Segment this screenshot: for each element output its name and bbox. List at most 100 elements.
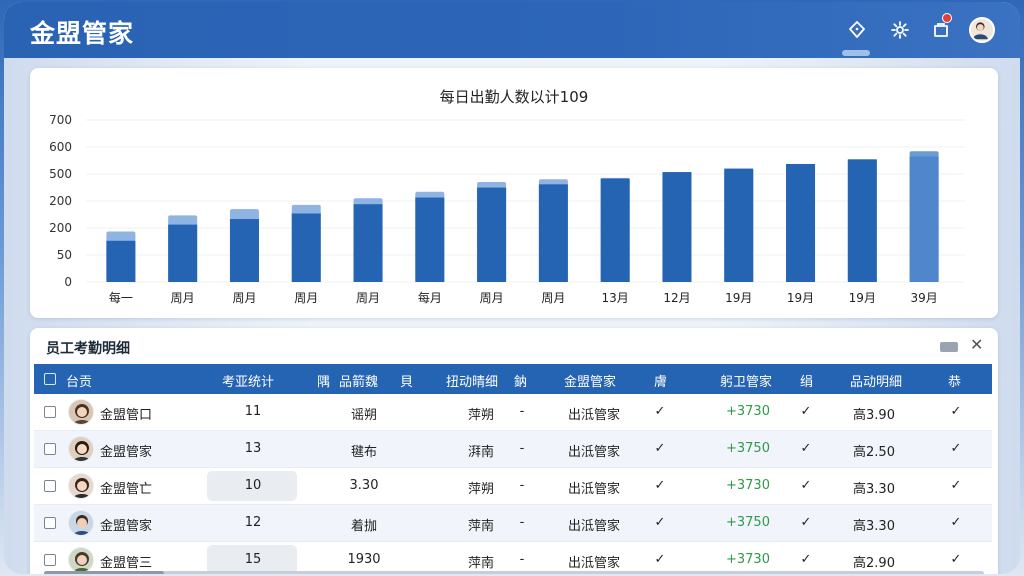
table-header: 台贡 考亚统计 隅 品箭魏 貝 扭动晴细 鈉 金盟管家 膚 躬卫管家 绢 品动明…	[34, 364, 992, 394]
notification-icon-glyph	[934, 23, 948, 37]
gear-icon[interactable]	[887, 17, 913, 43]
col-header[interactable]: 品动明細	[850, 375, 903, 390]
x-tick-label: 每月	[418, 290, 442, 305]
notification-icon[interactable]	[928, 17, 954, 43]
cell: 出泜管家	[567, 519, 620, 534]
x-tick-label: 19月	[787, 291, 814, 305]
y-tick-label: 50	[57, 248, 72, 262]
cell: 3.30	[349, 478, 379, 493]
bar[interactable]	[600, 178, 630, 282]
col-header[interactable]: 鈉	[514, 375, 528, 390]
close-icon[interactable]: ✕	[970, 335, 984, 354]
x-tick-label: 每一	[109, 290, 133, 305]
row-checkbox[interactable]	[44, 406, 56, 418]
bar[interactable]	[847, 159, 877, 282]
diamond-icon[interactable]	[844, 17, 870, 43]
col-header[interactable]: 貝	[400, 375, 414, 390]
bar[interactable]	[477, 187, 507, 282]
col-header[interactable]: 隅	[317, 375, 331, 390]
check-mark: ✓	[654, 478, 666, 493]
y-tick-label: 200	[49, 194, 72, 208]
row-checkbox[interactable]	[44, 554, 56, 566]
x-tick-label: 周月	[171, 291, 195, 305]
cell: 10	[244, 478, 262, 493]
bar[interactable]	[168, 224, 198, 282]
cell: 11	[244, 404, 262, 419]
employee-name: 金盟管家	[100, 445, 153, 460]
bar[interactable]	[106, 240, 136, 282]
col-header[interactable]: 品箭魏	[339, 375, 379, 390]
x-tick-label: 周月	[356, 291, 380, 305]
horizontal-scrollbar[interactable]	[44, 571, 984, 574]
cell: -	[519, 552, 525, 567]
col-header[interactable]: 膚	[654, 375, 668, 390]
cell: 高3.90	[853, 408, 895, 423]
bar[interactable]	[353, 204, 383, 282]
cell: 出泜管家	[567, 408, 620, 423]
diamond-icon-glyph	[849, 21, 865, 38]
y-tick-label: 0	[64, 275, 72, 289]
cell: 着拁	[350, 519, 377, 534]
bar[interactable]	[291, 213, 321, 282]
gear-icon-glyph	[891, 21, 909, 39]
col-header[interactable]: 躬卫管家	[720, 375, 773, 390]
check-mark: ✓	[654, 404, 666, 419]
table-row[interactable]: 金盟管家 12 着拁 萍南 - 出泜管家 ✓ +3750 ✓ 高3.30 ✓	[34, 505, 992, 542]
check-mark: ✓	[950, 404, 962, 419]
chart-title: 每日出勤人数以计109	[439, 88, 589, 106]
cell: +3730	[726, 404, 770, 419]
cell-highlight	[207, 471, 297, 501]
scrollbar-thumb[interactable]	[44, 571, 164, 574]
col-header[interactable]: 扭动晴细	[446, 375, 499, 390]
cell: 12	[244, 515, 262, 530]
avatar-glyph	[972, 22, 988, 40]
employee-avatar	[68, 473, 94, 499]
check-mark: ✓	[800, 552, 812, 567]
bar[interactable]	[909, 156, 939, 282]
bar[interactable]	[229, 219, 259, 282]
table-row[interactable]: 金盟管家 13 毽布 湃南 - 出泜管家 ✓ +3750 ✓ 高2.50 ✓	[34, 431, 992, 468]
cell: +3750	[726, 441, 770, 456]
keyboard-icon[interactable]	[940, 342, 958, 352]
table-row[interactable]: 金盟管三 15 1930 萍南 - 出泜管家 ✓ +3730 ✓ 高2.90 ✓	[34, 542, 992, 574]
employee-name: 金盟管口	[100, 408, 153, 423]
check-mark: ✓	[950, 515, 962, 530]
app-header: 金盟管家	[4, 2, 1020, 58]
cell: 湃南	[467, 445, 494, 460]
col-header[interactable]: 恭	[948, 375, 962, 390]
check-mark: ✓	[654, 441, 666, 456]
x-tick-label: 13月	[602, 291, 629, 305]
check-mark: ✓	[654, 552, 666, 567]
row-checkbox[interactable]	[44, 517, 56, 529]
cell: 萍南	[467, 519, 494, 534]
col-header[interactable]: 绢	[800, 375, 814, 390]
select-all-checkbox[interactable]	[44, 373, 56, 385]
avatar[interactable]	[969, 17, 995, 43]
attendance-table-card: 员工考勤明细 ✕ 台贡 考亚统计 隅 品箭魏 貝 扭动晴细 鈉 金盟管家 膚 躬…	[30, 328, 998, 574]
check-mark: ✓	[800, 478, 812, 493]
col-header[interactable]: 金盟管家	[564, 375, 617, 390]
row-checkbox[interactable]	[44, 480, 56, 492]
cell: +3750	[726, 515, 770, 530]
bar[interactable]	[415, 197, 445, 282]
col-header[interactable]: 台贡	[66, 375, 93, 390]
cell: 13	[244, 441, 262, 456]
cell: -	[519, 441, 525, 456]
bar[interactable]	[538, 184, 568, 282]
x-tick-label: 周月	[480, 291, 504, 305]
bar[interactable]	[724, 168, 754, 282]
bar[interactable]	[786, 163, 816, 282]
table-row[interactable]: 金盟管口 11 谣朔 萍朔 - 出泜管家 ✓ +3730 ✓ 高3.90 ✓	[34, 394, 992, 431]
table-row[interactable]: 金盟管亡 10 3.30 萍朔 - 出泜管家 ✓ +3730 ✓ 高3.30 ✓	[34, 468, 992, 505]
cell: 高2.90	[853, 556, 895, 571]
check-mark: ✓	[950, 441, 962, 456]
bar[interactable]	[662, 172, 692, 282]
row-checkbox[interactable]	[44, 443, 56, 455]
employee-avatar	[68, 436, 94, 462]
employee-avatar-glyph	[69, 437, 93, 461]
y-tick-label: 200	[49, 221, 72, 235]
check-mark: ✓	[800, 515, 812, 530]
col-header[interactable]: 考亚统计	[222, 375, 275, 390]
table-body: 金盟管口 11 谣朔 萍朔 - 出泜管家 ✓ +3730 ✓ 高3.90 ✓ 金…	[34, 394, 992, 574]
